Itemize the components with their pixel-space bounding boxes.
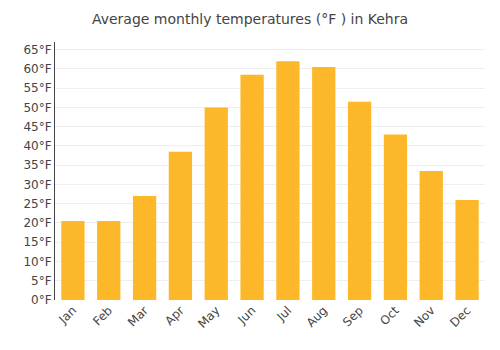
svg-text:Dec: Dec xyxy=(447,303,473,329)
svg-text:Feb: Feb xyxy=(90,303,115,328)
svg-text:Average monthly temperatures (: Average monthly temperatures (°F ) in Ke… xyxy=(92,11,408,27)
svg-text:25°F: 25°F xyxy=(23,197,51,211)
svg-text:65°F: 65°F xyxy=(23,43,51,57)
svg-text:50°F: 50°F xyxy=(23,101,51,115)
svg-text:Mar: Mar xyxy=(125,303,151,329)
svg-text:15°F: 15°F xyxy=(23,235,51,249)
svg-text:60°F: 60°F xyxy=(23,62,51,76)
svg-text:Nov: Nov xyxy=(411,303,437,329)
svg-text:45°F: 45°F xyxy=(23,120,51,134)
svg-text:Jun: Jun xyxy=(235,303,259,327)
svg-text:Apr: Apr xyxy=(162,303,187,328)
svg-text:Aug: Aug xyxy=(304,303,330,329)
svg-text:5°F: 5°F xyxy=(31,274,52,288)
svg-text:35°F: 35°F xyxy=(23,158,51,172)
svg-text:55°F: 55°F xyxy=(23,81,51,95)
svg-text:Jul: Jul xyxy=(273,303,294,324)
svg-text:Jan: Jan xyxy=(56,303,80,327)
svg-text:Sep: Sep xyxy=(340,303,366,329)
svg-text:10°F: 10°F xyxy=(23,255,51,269)
svg-text:30°F: 30°F xyxy=(23,178,51,192)
svg-text:20°F: 20°F xyxy=(23,216,51,230)
svg-text:0°F: 0°F xyxy=(31,293,52,307)
svg-text:Oct: Oct xyxy=(377,303,402,328)
svg-text:May: May xyxy=(195,303,222,330)
svg-text:40°F: 40°F xyxy=(23,139,51,153)
